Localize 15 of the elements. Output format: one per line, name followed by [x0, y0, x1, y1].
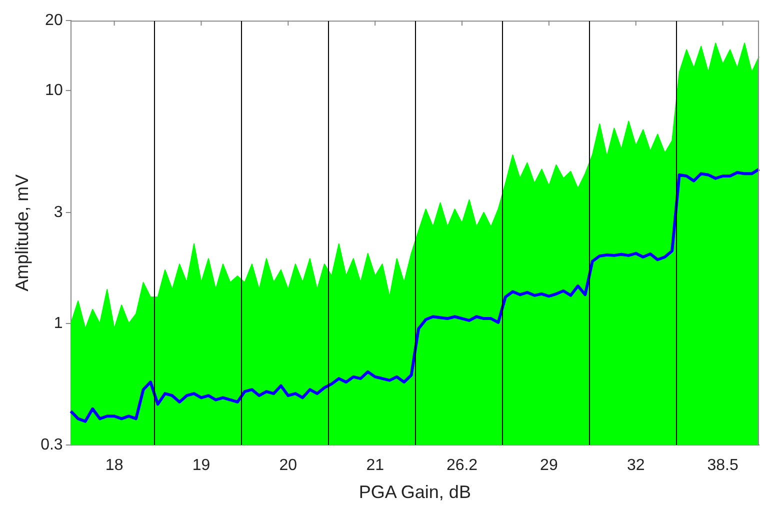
x-tick-label: 20 [279, 457, 298, 474]
y-tick-label: 3 [54, 204, 63, 221]
x-tick-label: 19 [192, 457, 210, 474]
y-tick-label: 1 [54, 314, 63, 332]
x-axis-title: PGA Gain, dB [358, 482, 471, 502]
y-axis-title: Amplitude, mV [12, 174, 32, 292]
x-tick-label: 18 [105, 457, 124, 474]
x-tick-label: 29 [540, 457, 558, 474]
y-tick-label: 20 [45, 12, 63, 30]
x-tick-label: 38.5 [707, 457, 738, 474]
y-tick-label: 0.3 [40, 436, 63, 454]
y-tick-label: 10 [45, 82, 63, 100]
x-tick-label: 26.2 [446, 457, 478, 474]
x-tick-label: 21 [366, 457, 384, 474]
x-tick-label: 32 [626, 457, 645, 474]
